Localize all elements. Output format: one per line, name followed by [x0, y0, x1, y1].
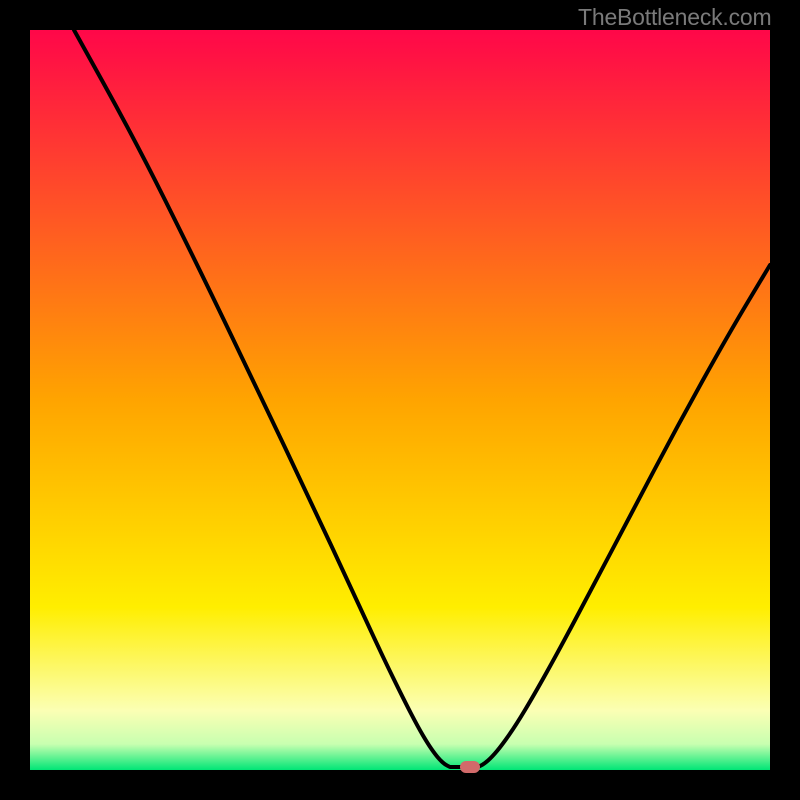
curve-path: [74, 30, 770, 767]
watermark-text: TheBottleneck.com: [578, 4, 771, 31]
chart-container: TheBottleneck.com: [0, 0, 800, 800]
bottleneck-curve: [30, 30, 770, 770]
plot-area: [30, 30, 770, 770]
sweet-spot-marker: [460, 761, 480, 773]
